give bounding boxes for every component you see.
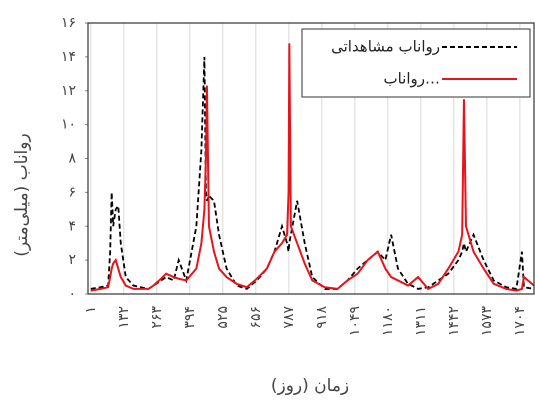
series-line xyxy=(90,56,534,290)
y-tick-label: ۱۶ xyxy=(61,15,76,31)
y-tick-label: ۱۰ xyxy=(61,117,76,133)
x-tick-label: ۱۷۰۴ xyxy=(512,306,528,336)
y-tick-label: ۱۲ xyxy=(61,83,76,99)
y-tick-label: ۸ xyxy=(68,151,76,167)
x-tick-label: ۷۸۷ xyxy=(281,306,297,329)
series-line xyxy=(90,43,534,292)
y-tick-label: ۶ xyxy=(68,184,76,200)
x-tick-label: ۱۴۴۲ xyxy=(446,306,462,336)
y-tick-label: ۴ xyxy=(68,218,76,234)
y-tick-label: ۰ xyxy=(68,286,76,302)
x-tick-label: ۹۱۸ xyxy=(314,306,330,329)
y-axis-label: رواناب (میلی‌متر) xyxy=(12,133,32,256)
x-tick-label: ۱۱۸۰ xyxy=(380,306,396,336)
plot-frame xyxy=(87,22,535,295)
y-tick-label: ۲ xyxy=(68,252,76,268)
legend-label: رواناب مشاهداتی xyxy=(331,38,440,56)
legend-label: رواناب… xyxy=(383,70,440,88)
legend-box xyxy=(301,28,531,98)
x-tick-label: ۶۵۶ xyxy=(248,306,264,329)
x-tick-label: ۲۶۳ xyxy=(149,306,165,329)
x-tick-label: ۱۳۱۱ xyxy=(413,306,429,336)
x-tick-label: ۱۵۷۳ xyxy=(479,306,495,337)
x-axis-label: زمان (روز) xyxy=(271,376,349,396)
y-tick-label: ۱۴ xyxy=(61,49,76,65)
x-tick-label: ۱۳۲ xyxy=(116,306,132,329)
x-tick-label: ۳۹۴ xyxy=(182,306,198,329)
x-tick-label: ۱ xyxy=(83,306,99,314)
x-tick-label: ۱۰۴۹ xyxy=(347,306,363,336)
x-tick-label: ۵۲۵ xyxy=(215,306,231,329)
